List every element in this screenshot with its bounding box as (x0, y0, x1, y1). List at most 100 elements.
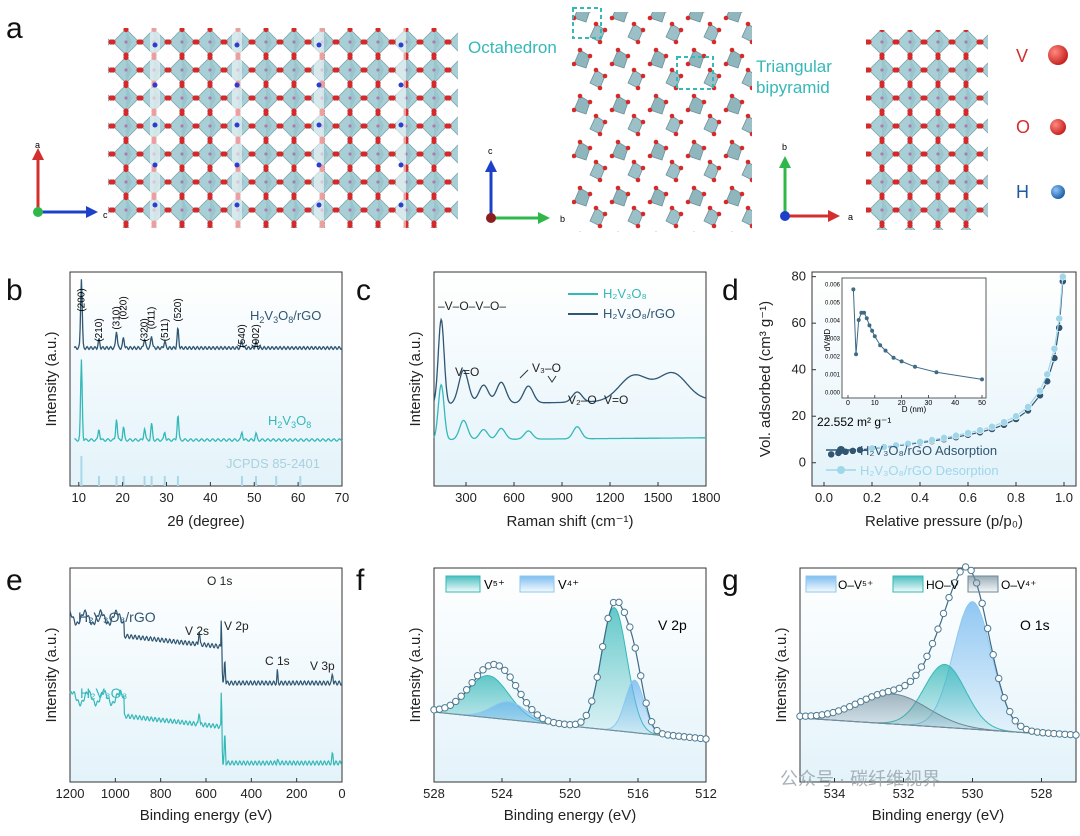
desorption-point (928, 436, 936, 444)
legend-v-ball (1048, 45, 1068, 65)
bipyramid-label-line2: bipyramid (756, 78, 830, 97)
legend-f-v4: V⁴⁺ (558, 577, 579, 592)
raman-anno-vovo: –V–O–V–O– (438, 299, 506, 313)
panel-letter-g: g (722, 564, 739, 597)
plot-b-frame (69, 271, 343, 487)
axis-label-b2: b (560, 214, 565, 224)
raw-data-point (950, 579, 959, 587)
legend-o-ball (1050, 119, 1066, 135)
plot-g-legend: O–V⁵⁺ HO–V O–V⁴⁺ (805, 575, 1037, 593)
x-tick-label: 532 (893, 786, 915, 801)
axis-label-a1: a (35, 140, 40, 150)
xps-survey-rgo (69, 608, 343, 687)
raw-data-point (912, 671, 920, 679)
legend-d-adsorption: H₂V₃O₈/rGO Adsorption (860, 443, 997, 458)
raw-data-point (495, 662, 503, 670)
xps-label-v2s: V 2s (185, 624, 209, 638)
raw-data-point (906, 677, 915, 686)
inset-point (899, 359, 904, 364)
inset-y-tick-label: 0.004 (825, 319, 841, 325)
raw-data-point (468, 678, 476, 687)
x-tick-label: 0.2 (863, 490, 881, 505)
legend-h-ball (1051, 185, 1065, 199)
y-tick-label: 20 (792, 408, 806, 423)
raw-data-point (604, 614, 612, 623)
y-axis-title-d: Vol. adsorbed (cm³ g⁻¹) (757, 301, 774, 457)
desorption-point (1058, 272, 1067, 281)
inset-data: 0 10 20 30 40 50 0.000 0.001 0.002 0.003 0.004 0.00… (825, 283, 986, 408)
plot-g-x-ticks: 534 532 530 528 (824, 778, 1052, 801)
inset-point (862, 310, 867, 315)
x-tick-label: 60 (291, 490, 305, 505)
raw-data-point (588, 697, 596, 705)
raw-data-point (598, 642, 607, 651)
desorption-point (1000, 418, 1008, 426)
panel-c: c 300 600 900 1200 1500 1800 H₂V₃O₈ H₂V₃O₈/rG… (356, 271, 720, 530)
axis-label-c2: c (488, 146, 493, 156)
axis-label-c1: c (103, 210, 108, 220)
raw-data-point (528, 705, 536, 714)
plot-d-ticks: 0.0 0.2 0.4 0.6 0.8 1.0 0 20 40 60 80 (792, 269, 1074, 505)
x-tick-label: 200 (286, 786, 308, 801)
desorption-point (1024, 403, 1032, 411)
x-axis-title-g: Binding energy (eV) (872, 807, 1005, 824)
raw-data-point (653, 726, 661, 735)
legend-o-symbol: O (1016, 117, 1030, 137)
plot-f-legend: V⁵⁺ V⁴⁺ (445, 575, 579, 593)
inset-x-tick-label: 40 (951, 400, 959, 407)
x-tick-label: 20 (115, 490, 129, 505)
desorption-point (1050, 344, 1059, 353)
raw-data-point (615, 598, 623, 607)
x-tick-label: 1800 (692, 490, 721, 505)
adsorption-point (856, 446, 864, 454)
axes-indicator-2: c b (485, 146, 565, 224)
xrd-peak-label: (511) (160, 319, 171, 342)
x-tick-label: 1200 (596, 490, 625, 505)
raman-line-rgo (433, 317, 707, 404)
xps-label-c1s: C 1s (265, 654, 290, 668)
series-label-jcpds: JCPDS 85-2401 (226, 456, 320, 471)
axis-label-b3: b (782, 142, 787, 152)
bipyramid-highlight-box (676, 56, 714, 90)
x-tick-label: 600 (503, 490, 525, 505)
raw-data-point (452, 697, 460, 706)
raw-data-point (577, 718, 585, 726)
legend-g-ov4: O–V⁴⁺ (1001, 578, 1037, 592)
inset-point (864, 316, 869, 321)
inset-line (852, 289, 983, 380)
x-tick-label: 50 (247, 490, 261, 505)
inset-x-tick-label: 20 (898, 400, 906, 407)
x-tick-label: 1200 (56, 786, 85, 801)
plot-g-data (796, 563, 1080, 739)
x-tick-label: 900 (551, 490, 573, 505)
xps-label-v3p: V 3p (310, 659, 335, 673)
raw-data-point (620, 608, 629, 617)
raw-data-point (901, 681, 909, 690)
raw-data-point (457, 692, 465, 700)
plot-e-background (70, 568, 342, 782)
inset-point (872, 334, 877, 339)
x-tick-label: 534 (824, 786, 846, 801)
raman-anno-v3o: V₃–O (532, 361, 561, 375)
plot-c-x-ticks: 300 600 900 1200 1500 1800 (455, 482, 720, 505)
desorption-point (952, 431, 960, 440)
raw-data-point (1011, 717, 1019, 725)
raw-data-point (642, 699, 650, 707)
desorption-point (988, 422, 996, 431)
plot-e-data (69, 608, 343, 767)
series-label-e-rgo: H₂V₃O₈/rGO (78, 609, 156, 625)
structure-side-view (108, 28, 458, 228)
xrd-line-rgo (73, 279, 343, 351)
plot-c-frame (433, 271, 707, 487)
inset-point (883, 348, 888, 353)
x-axis-title-e: Binding energy (eV) (140, 807, 273, 824)
y-tick-label: 0 (799, 455, 806, 470)
panel-g: g 534 532 530 528 O–V⁵⁺ HO–V O–V⁴⁺ O 1s Bin… (722, 563, 1080, 824)
x-tick-label: 400 (240, 786, 262, 801)
inset-y-tick-label: 0.002 (825, 355, 841, 361)
desorption-point (904, 439, 912, 448)
panel-letter-c: c (356, 274, 371, 307)
raw-data-point (939, 609, 948, 618)
raw-data-point (522, 698, 531, 707)
raw-data-point (967, 566, 975, 575)
